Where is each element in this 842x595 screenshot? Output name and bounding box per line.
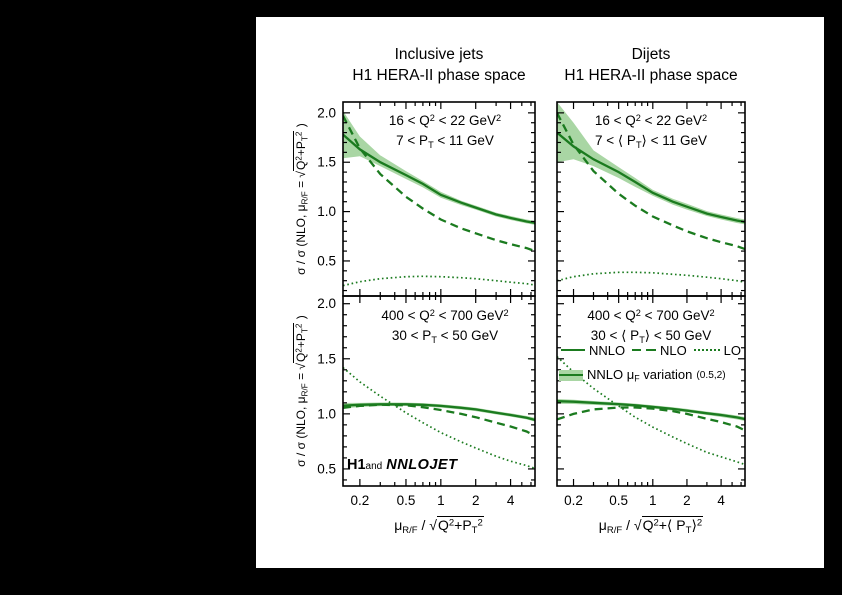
svg-text:2: 2 [472, 493, 480, 508]
x-axis-label-right: μR/F / √Q2+⟨ PT⟩2 [598, 516, 704, 536]
panel-bottom-left: 0.2 0.5 1 2 4 0.5 1.0 1.5 2.0 [317, 295, 536, 508]
annotation-pt-range: 7 < ⟨ PT⟩ < 11 GeV [595, 133, 707, 150]
annotation-bottom-left: 400 < Q2 < 700 GeV2 30 < PT < 50 GeV [355, 303, 535, 350]
svg-text:1: 1 [437, 493, 445, 508]
panel-bottom-right: 0.2 0.5 1 2 4 [556, 295, 746, 508]
curve-nlo [343, 403, 535, 437]
legend-band-suffix: (0.5,2) [696, 369, 726, 381]
nnlo-line-swatch-icon [561, 349, 585, 351]
plots-svg: 0.5 1.0 1.5 2.0 0.2 0.5 1 2 4 0.5 1.0 1.5 2.0 0.2 0.5 1… [317, 101, 746, 508]
svg-text:0.2: 0.2 [350, 493, 369, 508]
annotation-top-left: 16 < Q2 < 22 GeV2 7 < PT < 11 GeV [355, 108, 535, 155]
watermark: H1and NNLOJET [347, 457, 457, 473]
panel-top-right [556, 101, 746, 297]
title-line-1: Inclusive jets [394, 46, 484, 63]
watermark-h1: H1 [347, 457, 366, 473]
watermark-and: and [365, 461, 383, 472]
title-line-2: H1 HERA-II phase space [352, 67, 526, 84]
curve-nnlo [343, 403, 535, 422]
svg-text:4: 4 [717, 493, 725, 508]
legend-row-band: NNLO μF variation (0.5,2) [559, 365, 743, 385]
y-axis-label-top: σ / σ (NLO, μR/F = √Q2+PT2 ) [293, 123, 310, 275]
curve-lo [557, 355, 745, 466]
svg-text:2: 2 [683, 493, 691, 508]
legend-row-orders: NNLO NLO LO [559, 340, 743, 360]
curve-nlo [343, 115, 535, 253]
legend-item-nnlo: NNLO [561, 343, 625, 358]
svg-text:0.5: 0.5 [317, 253, 336, 268]
annotation-pt-range: 7 < PT < 11 GeV [396, 133, 494, 150]
annotation-q2-range: 16 < Q2 < 22 GeV2 [594, 113, 708, 129]
band-swatch-icon [559, 369, 583, 381]
title-line-1: Dijets [631, 46, 671, 63]
legend-band-label: NNLO μF variation [587, 366, 693, 384]
curve-nlo [557, 406, 745, 432]
legend: NNLO NLO LO NNLO μF variation (0.5,2) [559, 340, 743, 390]
svg-text:1: 1 [649, 493, 657, 508]
curve-nnlo [343, 133, 535, 225]
svg-text:2.0: 2.0 [317, 105, 336, 120]
curve-lo [557, 271, 745, 284]
svg-text:0.2: 0.2 [564, 493, 583, 508]
svg-text:1.0: 1.0 [317, 406, 336, 421]
annotation-pt-range: 30 < PT < 50 GeV [391, 328, 499, 345]
svg-text:0.5: 0.5 [609, 493, 628, 508]
annotation-q2-range: 400 < Q2 < 700 GeV2 [381, 308, 509, 324]
svg-text:1.5: 1.5 [317, 351, 336, 366]
x-axis-label-left: μR/F / √Q2+PT2 [394, 516, 484, 536]
curve-lo [343, 275, 535, 287]
title-line-2: H1 HERA-II phase space [564, 67, 738, 84]
svg-text:4: 4 [507, 493, 515, 508]
curve-nnlo [557, 400, 745, 421]
curve-lo [343, 366, 535, 470]
svg-text:2.0: 2.0 [317, 296, 336, 311]
legend-item-nlo: NLO [632, 343, 687, 358]
annotation-q2-range: 400 < Q2 < 700 GeV2 [587, 308, 715, 324]
legend-lo-label: LO [723, 342, 741, 358]
column-title-dijets: Dijets H1 HERA-II phase space [557, 44, 745, 86]
svg-text:0.5: 0.5 [317, 461, 336, 476]
nlo-line-swatch-icon [632, 348, 657, 352]
watermark-nnlojet: NNLOJET [386, 457, 458, 473]
legend-nlo-label: NLO [660, 342, 687, 358]
annotation-q2-range: 16 < Q2 < 22 GeV2 [388, 113, 502, 129]
svg-text:1.0: 1.0 [317, 204, 336, 219]
annotation-pt-range: 30 < ⟨ PT⟩ < 50 GeV [590, 328, 712, 345]
svg-text:0.5: 0.5 [397, 493, 416, 508]
svg-text:1.5: 1.5 [317, 155, 336, 170]
curve-nnlo [557, 131, 745, 224]
legend-item-lo: LO [693, 342, 741, 358]
annotation-bottom-right: 400 < Q2 < 700 GeV2 30 < ⟨ PT⟩ < 50 GeV [561, 303, 741, 350]
legend-nnlo-label: NNLO [589, 342, 626, 358]
y-axis-label-bottom: σ / σ (NLO, μR/F = √Q2+PT2 ) [293, 315, 310, 467]
panel-top-left: 0.5 1.0 1.5 2.0 [317, 101, 536, 297]
annotation-top-right: 16 < Q2 < 22 GeV2 7 < ⟨ PT⟩ < 11 GeV [561, 108, 741, 155]
band-top-right [557, 102, 745, 225]
figure-canvas: 0.5 1.0 1.5 2.0 0.2 0.5 1 2 4 0.5 1.0 1.5 2.0 0.2 0.5 1… [256, 17, 824, 568]
column-title-inclusive-jets: Inclusive jets H1 HERA-II phase space [343, 44, 535, 86]
lo-line-swatch-icon [693, 349, 720, 351]
